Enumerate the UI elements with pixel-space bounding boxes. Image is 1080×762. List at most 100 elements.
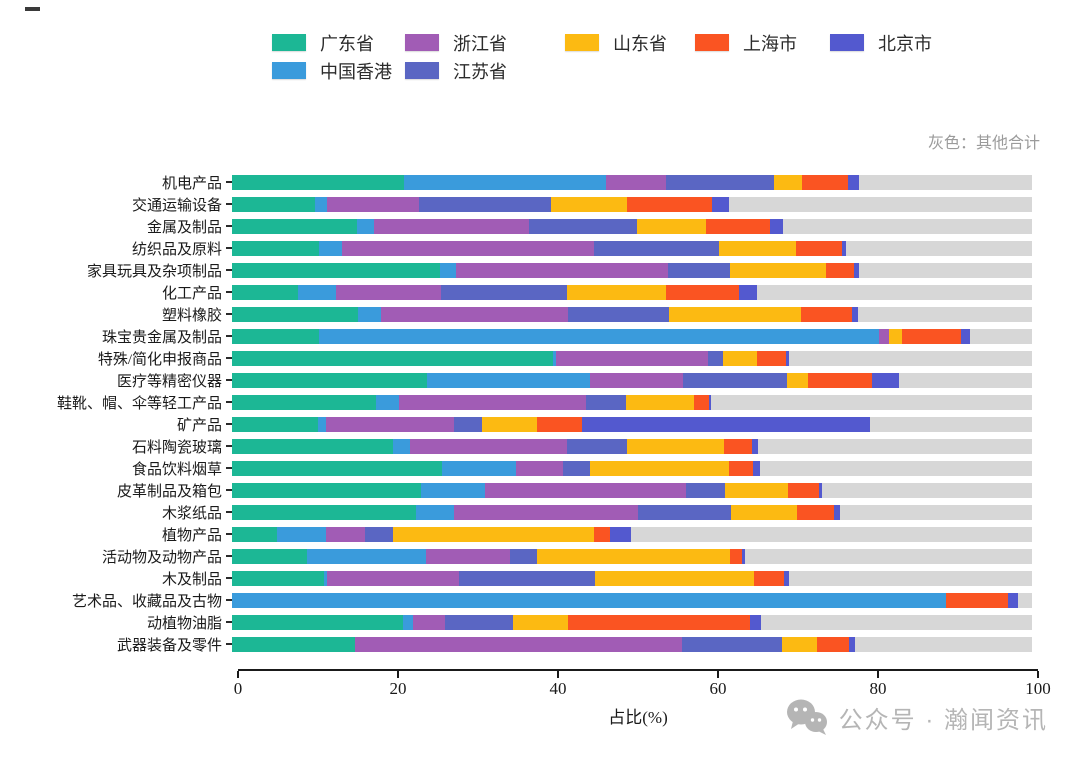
stacked-bar [232, 504, 1032, 520]
bar-segment-中国香港 [392, 438, 411, 454]
y-tick-mark [226, 511, 232, 513]
y-tick-mark [226, 313, 232, 315]
category-label: 化工产品 [161, 285, 222, 302]
bar-segment-北京市 [848, 636, 856, 652]
bar-segment-江苏省 [567, 438, 628, 454]
bar-segment-中国香港 [319, 328, 880, 344]
x-axis-label: 占比(%) [608, 708, 668, 727]
stacked-bar [232, 614, 1032, 630]
bar-row: 食品饮料烟草 [0, 457, 1080, 479]
legend-label: 浙江省 [453, 33, 507, 54]
bar-segment-上海市 [807, 372, 872, 388]
bar-segment-中国香港 [318, 416, 327, 432]
bar-segment-浙江省 [606, 174, 666, 190]
bar-segment-上海市 [901, 328, 961, 344]
bar-row: 木及制品 [0, 567, 1080, 589]
bar-segment-山东省 [719, 240, 796, 256]
bar-segment-广东省 [232, 416, 319, 432]
bar-segment-北京市 [786, 350, 789, 366]
bar-segment-广东省 [232, 306, 358, 322]
bar-segment-浙江省 [327, 196, 420, 212]
bar-segment-江苏省 [528, 218, 637, 234]
bar-segment-浙江省 [589, 372, 684, 388]
bar-segment-山东省 [729, 262, 826, 278]
stacked-bar [232, 328, 1032, 344]
bar-segment-中国香港 [298, 284, 336, 300]
bar-segment-广东省 [232, 262, 440, 278]
category-label: 活动物及动物产品 [101, 549, 222, 566]
bar-segment-江苏省 [510, 548, 537, 564]
bar-segment-江苏省 [444, 614, 513, 630]
legend-label: 北京市 [878, 33, 932, 54]
category-label: 金属及制品 [146, 219, 222, 236]
bar-segment-浙江省 [355, 636, 682, 652]
bar-row: 医疗等精密仪器 [0, 369, 1080, 391]
x-tick-mark [397, 671, 399, 678]
bar-segment-江苏省 [707, 350, 724, 366]
bar-segment-浙江省 [399, 394, 587, 410]
legend-item: 广东省 [272, 33, 405, 54]
bar-row: 皮革制品及箱包 [0, 479, 1080, 501]
legend-label: 上海市 [743, 33, 797, 54]
y-tick-mark [226, 489, 232, 491]
x-tick-mark [877, 671, 879, 678]
stacked-bar [232, 526, 1032, 542]
y-tick-mark [226, 599, 232, 601]
bar-segment-上海市 [825, 262, 855, 278]
bar-segment-上海市 [787, 482, 820, 498]
bar-segment-广东省 [232, 614, 404, 630]
legend-label: 广东省 [320, 33, 374, 54]
bar-row: 鞋靴、帽、伞等轻工产品 [0, 391, 1080, 413]
legend-item: 上海市 [695, 33, 830, 54]
bar-segment-广东省 [232, 548, 308, 564]
stacked-bar [232, 482, 1032, 498]
bar-segment-山东省 [536, 548, 731, 564]
x-tick-label: 60 [709, 679, 727, 698]
bar-segment-北京市 [960, 328, 970, 344]
bar-segment-上海市 [801, 174, 848, 190]
watermark: 公众号 · 瀚闻资讯 [785, 698, 1048, 736]
bar-segment-上海市 [728, 460, 753, 476]
x-tick-mark [237, 671, 239, 678]
bar-segment-山东省 [774, 174, 802, 190]
x-tick-label: 40 [549, 679, 567, 698]
y-tick-mark [226, 225, 232, 227]
bar-segment-北京市 [769, 218, 784, 234]
bar-row: 活动物及动物产品 [0, 545, 1080, 567]
bar-row: 珠宝贵金属及制品 [0, 325, 1080, 347]
stacked-bar [232, 570, 1032, 586]
y-tick-mark [226, 423, 232, 425]
category-label: 武器装备及零件 [116, 637, 222, 654]
category-label: 石料陶瓷玻璃 [131, 439, 222, 456]
bar-segment-中国香港 [324, 570, 328, 586]
stacked-bar [232, 306, 1032, 322]
category-label: 特殊/简化申报商品 [97, 351, 222, 368]
bar-segment-山东省 [787, 372, 808, 388]
bar-segment-中国香港 [319, 240, 342, 256]
bar-segment-中国香港 [356, 218, 375, 234]
bar-segment-江苏省 [419, 196, 552, 212]
stacked-bar [232, 218, 1032, 234]
category-label: 动植物油脂 [146, 615, 222, 632]
bar-segment-上海市 [694, 394, 709, 410]
y-tick-mark [226, 555, 232, 557]
x-axis: 0 20 40 60 80 100 [234, 669, 1051, 699]
x-axis-line [238, 669, 1038, 671]
legend-label: 山东省 [613, 33, 667, 54]
legend-item: 中国香港 [272, 61, 405, 82]
y-tick-mark [226, 269, 232, 271]
bar-segment-北京市 [609, 526, 632, 542]
bar-segment-浙江省 [515, 460, 564, 476]
stacked-bar [232, 284, 1032, 300]
legend-swatch-icon [272, 62, 306, 79]
category-label: 交通运输设备 [131, 197, 222, 214]
bar-segment-中国香港 [403, 614, 413, 630]
bar-segment-江苏省 [593, 240, 720, 256]
bar-segment-北京市 [833, 504, 840, 520]
bar-segment-浙江省 [335, 284, 441, 300]
bar-segment-江苏省 [364, 526, 393, 542]
bar-segment-上海市 [706, 218, 770, 234]
category-label: 木浆纸品 [161, 505, 222, 522]
bar-segment-北京市 [742, 548, 745, 564]
bar-segment-上海市 [594, 526, 610, 542]
